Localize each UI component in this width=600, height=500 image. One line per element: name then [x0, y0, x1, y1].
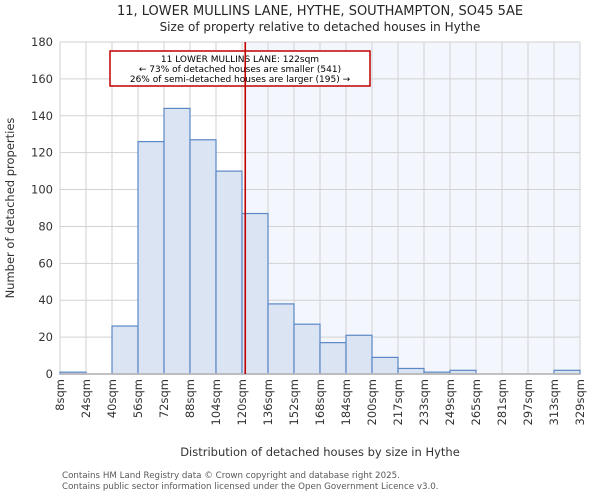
histogram-bar: [215, 170, 243, 375]
histogram-bar: [137, 141, 165, 375]
histogram-bar: [189, 139, 217, 375]
y-tick-label: 60: [38, 256, 53, 270]
x-tick-label: 168sqm: [313, 379, 327, 425]
x-tick-label: 200sqm: [365, 379, 379, 425]
x-tick-label: 297sqm: [521, 379, 535, 425]
histogram-bar: [163, 107, 191, 375]
y-tick-label: 40: [38, 293, 53, 307]
y-tick-label: 20: [38, 330, 53, 344]
tick-labels: 0 20 40 60 80 100 120 140 160 180 8sqm 24sqm 40sqm 56…: [31, 35, 587, 425]
shaded-region-larger-properties: [245, 42, 580, 374]
histogram-bar: [111, 325, 139, 375]
annotation-line-2: ← 73% of detached houses are smaller (54…: [139, 65, 341, 75]
annotation-line-1: 11 LOWER MULLINS LANE: 122sqm: [161, 55, 319, 65]
y-tick-label: 180: [31, 35, 53, 49]
x-tick-label: 136sqm: [261, 379, 275, 425]
y-tick-label: 100: [31, 183, 53, 197]
x-tick-label: 233sqm: [417, 379, 431, 425]
annotation-border: [109, 50, 371, 87]
x-tick-label: 184sqm: [339, 379, 353, 425]
x-tick-label: 104sqm: [209, 379, 223, 425]
histogram-bar: [293, 323, 321, 375]
footer-attribution-line-1: Contains HM Land Registry data © Crown c…: [62, 471, 400, 481]
x-tick-label: 120sqm: [235, 379, 249, 425]
y-tick-label: 80: [38, 219, 53, 233]
histogram-bar: [319, 342, 347, 375]
histogram-bar: [371, 356, 399, 375]
annotation-callout: 11 LOWER MULLINS LANE: 122sqm ← 73% of d…: [109, 50, 371, 87]
footer-attribution-line-2: Contains public sector information licen…: [62, 482, 439, 492]
x-tick-label: 40sqm: [105, 379, 119, 418]
x-tick-label: 217sqm: [391, 379, 405, 425]
x-tick-label: 88sqm: [183, 379, 197, 418]
histogram-bar: [267, 303, 295, 375]
y-tick-label: 160: [31, 72, 53, 86]
y-tick-label: 120: [31, 146, 53, 160]
x-tick-label: 249sqm: [443, 379, 457, 425]
x-tick-label: 281sqm: [495, 379, 509, 425]
y-axis-title: Number of detached properties: [3, 118, 17, 299]
x-tick-label: 72sqm: [157, 379, 171, 418]
annotation-line-3: 26% of semi-detached houses are larger (…: [130, 75, 351, 85]
x-tick-label: 265sqm: [469, 379, 483, 425]
x-tick-label: 313sqm: [547, 379, 561, 425]
x-tick-label: 329sqm: [573, 379, 587, 425]
x-tick-label: 56sqm: [131, 379, 145, 418]
y-tick-label: 0: [46, 367, 53, 381]
histogram-bar: [345, 334, 373, 375]
x-tick-label: 24sqm: [79, 379, 93, 418]
plot-area: [59, 41, 581, 375]
chart-subtitle: Size of property relative to detached ho…: [160, 20, 481, 34]
chart-title: 11, LOWER MULLINS LANE, HYTHE, SOUTHAMPT…: [117, 4, 523, 19]
y-tick-label: 140: [31, 109, 53, 123]
x-tick-label: 152sqm: [287, 379, 301, 425]
x-tick-label: 8sqm: [53, 379, 67, 411]
x-axis-title: Distribution of detached houses by size …: [180, 445, 460, 459]
histogram-bar: [241, 212, 269, 375]
